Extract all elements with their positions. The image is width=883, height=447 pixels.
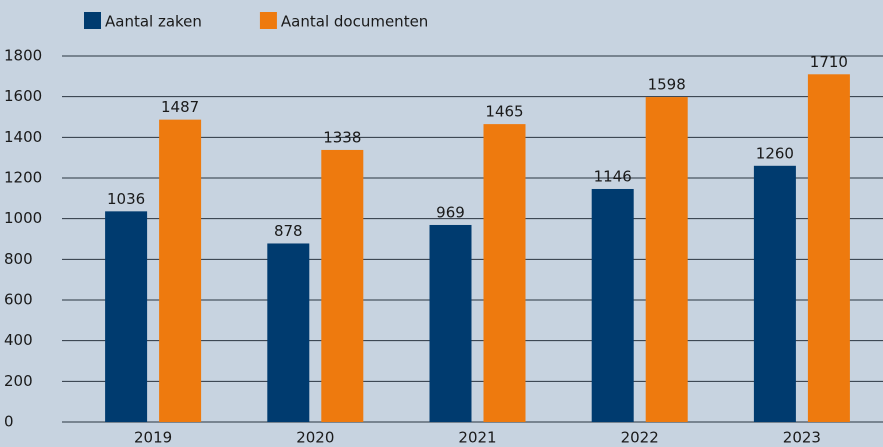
bar: [105, 211, 148, 422]
value-label: 1487: [161, 98, 199, 116]
value-label: 969: [436, 203, 465, 221]
value-label: 1710: [810, 53, 848, 71]
y-tick-label: 200: [4, 372, 33, 390]
bar: [645, 97, 688, 422]
value-label: 1598: [648, 76, 686, 94]
bar: [591, 188, 634, 422]
y-tick-label: 800: [4, 250, 33, 268]
legend-swatch: [84, 12, 101, 29]
y-tick-label: 0: [4, 413, 14, 431]
value-label: 1146: [594, 167, 632, 185]
legend-label: Aantal documenten: [281, 13, 428, 31]
bar: [267, 243, 310, 422]
value-label: 1338: [323, 128, 361, 146]
legend-label: Aantal zaken: [105, 13, 202, 31]
y-tick-label: 1600: [4, 87, 42, 105]
x-tick-label: 2021: [458, 429, 496, 447]
value-label: 1260: [756, 144, 794, 162]
bar: [429, 224, 472, 422]
value-label: 1465: [485, 103, 523, 121]
y-tick-label: 400: [4, 331, 33, 349]
y-tick-label: 1200: [4, 169, 42, 187]
bar: [807, 74, 850, 423]
y-tick-label: 1000: [4, 209, 42, 227]
bar: [753, 165, 796, 423]
value-label: 1036: [107, 190, 145, 208]
value-label: 878: [274, 222, 303, 240]
y-tick-label: 600: [4, 291, 33, 309]
x-tick-label: 2019: [134, 429, 172, 447]
x-tick-label: 2020: [296, 429, 334, 447]
x-tick-label: 2022: [621, 429, 659, 447]
bar: [159, 119, 202, 422]
y-tick-label: 1800: [4, 47, 42, 65]
y-tick-label: 1400: [4, 128, 42, 146]
bar: [483, 124, 526, 422]
x-tick-label: 2023: [783, 429, 821, 447]
bar: [321, 149, 364, 422]
legend-swatch: [259, 12, 277, 29]
